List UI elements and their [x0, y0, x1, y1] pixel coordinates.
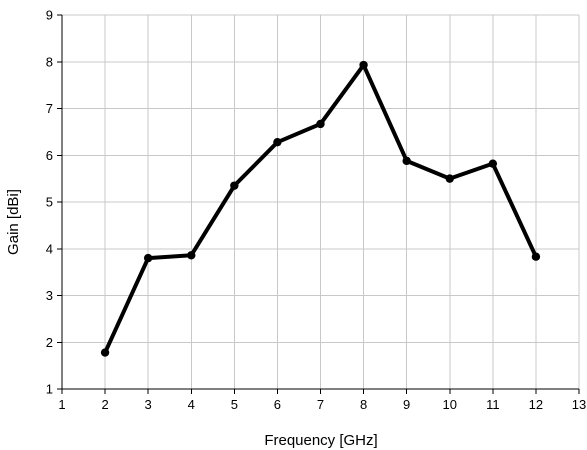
- x-tick-label: 2: [101, 397, 108, 412]
- x-tick-label: 8: [360, 397, 367, 412]
- y-tick-label: 9: [46, 8, 53, 23]
- data-point: [445, 174, 454, 183]
- x-tick-label: 1: [58, 397, 65, 412]
- y-tick-label: 6: [46, 148, 53, 163]
- data-point: [230, 181, 239, 190]
- x-tick-label: 3: [145, 397, 152, 412]
- y-tick-label: 7: [46, 101, 53, 116]
- data-point: [316, 119, 325, 129]
- x-tick-label: 13: [572, 397, 586, 412]
- data-point: [100, 348, 110, 357]
- x-tick-label: 6: [274, 397, 281, 412]
- x-tick-label: 9: [403, 397, 410, 412]
- y-tick-label: 1: [46, 382, 53, 397]
- x-tick-label: 5: [231, 397, 238, 412]
- data-point: [273, 137, 282, 147]
- y-tick-label: 4: [46, 241, 53, 256]
- data-point: [402, 156, 411, 166]
- y-tick-label: 8: [46, 54, 53, 69]
- x-tick-label: 4: [188, 397, 195, 412]
- x-tick-label: 12: [529, 397, 543, 412]
- series: [100, 60, 541, 357]
- data-point: [359, 60, 368, 70]
- data-point: [488, 159, 498, 168]
- x-tick-label: 10: [443, 397, 457, 412]
- data-point: [187, 251, 196, 260]
- x-tick-label: 11: [486, 397, 500, 412]
- y-tick-label: 3: [46, 288, 53, 303]
- data-point: [531, 252, 541, 261]
- y-tick-label: 5: [46, 195, 53, 210]
- grid: [61, 14, 580, 390]
- y-axis-title: Gain [dBi]: [5, 189, 22, 255]
- x-axis-title: Frequency [GHz]: [264, 432, 377, 449]
- data-point: [143, 253, 153, 263]
- y-tick-label: 2: [46, 335, 53, 350]
- x-tick-label: 7: [317, 397, 324, 412]
